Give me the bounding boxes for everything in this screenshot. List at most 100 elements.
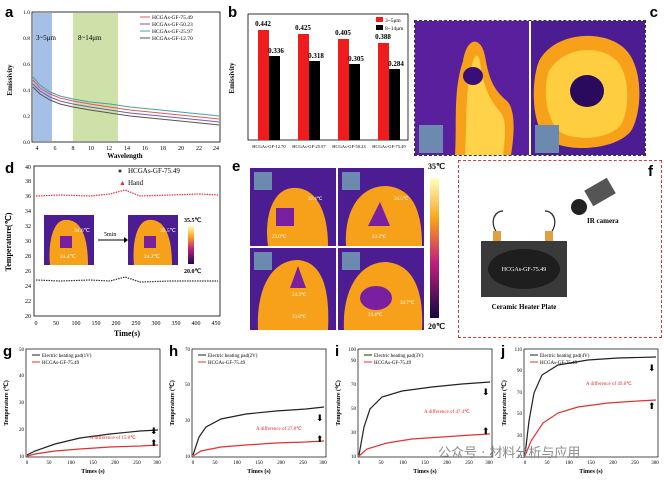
e-t3a: 24.3℃ (292, 292, 307, 298)
d-ytick-9: 38 (25, 179, 31, 185)
f-sample-label: HCGAs-GF-75.49 (502, 267, 547, 273)
a-ytick-4: 0.4 (23, 88, 30, 94)
d-arrow-label: 5min (104, 232, 116, 238)
j-ytick-6: 70 (517, 391, 523, 396)
b-legend-0: 3~5μm (385, 18, 401, 24)
bar-black-75-49 (389, 69, 400, 140)
bar-red-25-97 (298, 34, 309, 140)
series-hand (35, 189, 219, 197)
watermark-text: 公众号 · 材料分析与应用 (438, 446, 581, 461)
a-xtick-8: 20 (178, 146, 184, 152)
j-xtick-6: 300 (651, 461, 659, 466)
a-ytick-6: 0.6 (23, 62, 30, 68)
b-cat-0: HCGAs-GF-12.70 (252, 144, 286, 149)
g-xtick-3: 150 (89, 461, 97, 466)
e-t1a: 32.4℃ (308, 196, 323, 202)
g-xtick-5: 250 (133, 461, 141, 466)
series-25-97 (32, 76, 220, 117)
d-color-scale (188, 226, 194, 264)
e-t3b: 33.8℃ (292, 314, 307, 320)
band2-label: 8~14μm (78, 34, 102, 42)
a-xtick-7: 18 (160, 146, 166, 152)
j-legend-2: HCGAs-GF-75.49 (540, 361, 578, 366)
i-ytick-2: 30 (351, 431, 357, 436)
panel-e: e 32.4℃ 23.0℃ 34.5℃ 23.3℃ 24.3℃ (228, 158, 450, 340)
panel-h: h ⬇ ⬆ Electric heating pad(2V) HCGAs-GF-7… (166, 341, 330, 479)
b-cat-1: HCGAs-GF-25.97 (292, 144, 326, 149)
bar-black-25-97 (309, 61, 320, 140)
h-ytick-6: 70 (185, 348, 191, 353)
d-xtick-6: 300 (152, 321, 161, 327)
j-series-sample (524, 399, 657, 457)
e-scale-min: 20℃ (428, 322, 445, 331)
bar-red-75-49 (378, 43, 389, 140)
panel-label-d: d (5, 160, 15, 177)
d-xlabel: Time(s) (114, 329, 140, 338)
setup-diagram: IR camera HCGAs-GF-75.49 Ceramic Heater … (481, 177, 619, 311)
panel-g: g ⬇ ⬆ Electric heating pad(1V) HCGAs-GF-7… (0, 341, 164, 479)
i-series-sample (358, 433, 491, 457)
band-8-14um (73, 13, 118, 141)
j-xtick-0: 0 (524, 461, 527, 466)
h-xtick-3: 150 (255, 461, 263, 466)
d-ytick-6: 32 (25, 224, 31, 230)
a-xlabel: Wavelength (107, 152, 142, 160)
panel-f: f IR camera HCGAs-GF-75.49 Ceramic Heate… (458, 160, 662, 338)
d-ytick-5: 30 (25, 239, 31, 245)
thermal-grid-images: 32.4℃ 23.0℃ 34.5℃ 23.3℃ 24.3℃ 33.8℃ 24.4… (250, 168, 439, 330)
i-ytick-6: 70 (351, 383, 357, 388)
heating-chart-4v: ⬇ ⬆ Electric heating pad(4V) HCGAs-GF-75.… (501, 348, 659, 475)
b-ylabel: Emissivity (228, 62, 236, 94)
g-xtick-1: 50 (47, 461, 53, 466)
e-t1b: 23.0℃ (272, 234, 287, 240)
a-xtick-9: 22 (196, 146, 202, 152)
b-val-black-0: 0.336 (268, 47, 284, 55)
d-ylabel: Temperature(℃) (4, 212, 13, 271)
j-xtick-2: 100 (565, 461, 573, 466)
h-series-sample (192, 440, 325, 457)
svg-text:⬇: ⬇ (150, 426, 158, 436)
g-legend-2: HCGAs-GF-75.49 (42, 361, 80, 366)
d-xtick-4: 200 (112, 321, 121, 327)
d-xtick-1: 50 (53, 321, 59, 327)
j-xtick-5: 250 (631, 461, 639, 466)
e-color-scale (430, 178, 439, 318)
e-t4a: 24.4℃ (368, 312, 383, 318)
g-xtick-2: 100 (67, 461, 75, 466)
d-img2-top: 35.5℃ (160, 228, 177, 234)
j-xlabel: Times (s) (579, 468, 602, 475)
b-val-red-1: 0.425 (295, 24, 311, 32)
j-xtick-4: 200 (609, 461, 617, 466)
d-ytick-1: 22 (25, 299, 31, 305)
bar-black-50-23 (349, 64, 360, 140)
panel-label-h: h (169, 343, 179, 360)
g-xtick-4: 200 (111, 461, 119, 466)
d-scale-min: 20.0℃ (184, 268, 202, 275)
i-legend-2: HCGAs-GF-75.49 (374, 361, 412, 366)
a-ytick-2: 0.2 (23, 114, 30, 120)
i-ytick-4: 50 (351, 407, 357, 412)
a-legend-2: HCGAs-GF-25.97 (152, 29, 193, 35)
heating-panels-row: g ⬇ ⬆ Electric heating pad(1V) HCGAs-GF-7… (0, 341, 664, 479)
e-t2a: 34.5℃ (394, 196, 409, 202)
a-xtick-6: 16 (142, 146, 148, 152)
panel-b: b Emissivity 0.442 0.336 0.425 0.318 0.4… (226, 0, 410, 160)
b-val-black-2: 0.305 (348, 55, 364, 63)
panel-label-g: g (3, 343, 13, 360)
e-scale-max: 35℃ (428, 162, 445, 171)
i-ytick-8: 90 (351, 359, 357, 364)
a-xtick-3: 10 (88, 146, 94, 152)
j-ytick-10: 110 (515, 348, 523, 353)
h-note: A difference of 27.8℃ (256, 426, 302, 432)
panel-label-i: i (335, 343, 340, 360)
thermal-hand-images (415, 21, 645, 155)
j-xtick-1: 50 (545, 461, 551, 466)
temperature-time-chart: 34.6℃ 24.4℃ 35.5℃ 24.2℃ 5min 35.5℃ 20.0℃… (4, 165, 221, 338)
band-3-5um (33, 13, 52, 141)
b-val-red-2: 0.405 (335, 29, 351, 37)
h-ytick-4: 50 (185, 383, 191, 388)
d-xtick-0: 0 (35, 321, 38, 327)
i-xtick-5: 250 (465, 461, 473, 466)
svg-text:⬇: ⬇ (648, 363, 656, 373)
svg-text:▲: ▲ (119, 179, 126, 187)
